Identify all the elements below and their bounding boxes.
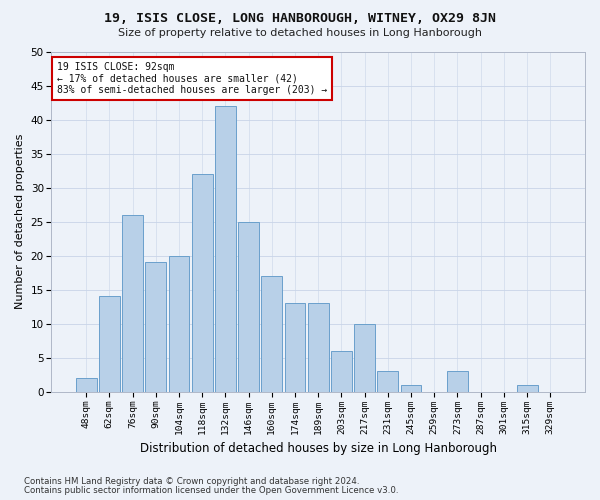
Bar xyxy=(76,378,97,392)
Text: Contains HM Land Registry data © Crown copyright and database right 2024.: Contains HM Land Registry data © Crown c… xyxy=(24,477,359,486)
Bar xyxy=(99,296,120,392)
Bar xyxy=(238,222,259,392)
Bar xyxy=(284,303,305,392)
Bar xyxy=(192,174,212,392)
Bar xyxy=(262,276,282,392)
Bar xyxy=(517,384,538,392)
Bar xyxy=(145,262,166,392)
Text: 19 ISIS CLOSE: 92sqm
← 17% of detached houses are smaller (42)
83% of semi-detac: 19 ISIS CLOSE: 92sqm ← 17% of detached h… xyxy=(57,62,327,95)
Text: Size of property relative to detached houses in Long Hanborough: Size of property relative to detached ho… xyxy=(118,28,482,38)
Bar xyxy=(215,106,236,392)
Bar xyxy=(122,214,143,392)
Y-axis label: Number of detached properties: Number of detached properties xyxy=(15,134,25,309)
Bar xyxy=(377,371,398,392)
Bar xyxy=(169,256,190,392)
Bar xyxy=(331,350,352,392)
Text: Contains public sector information licensed under the Open Government Licence v3: Contains public sector information licen… xyxy=(24,486,398,495)
Bar xyxy=(447,371,468,392)
Bar xyxy=(308,303,329,392)
X-axis label: Distribution of detached houses by size in Long Hanborough: Distribution of detached houses by size … xyxy=(140,442,497,455)
Bar xyxy=(354,324,375,392)
Bar xyxy=(401,384,421,392)
Text: 19, ISIS CLOSE, LONG HANBOROUGH, WITNEY, OX29 8JN: 19, ISIS CLOSE, LONG HANBOROUGH, WITNEY,… xyxy=(104,12,496,26)
